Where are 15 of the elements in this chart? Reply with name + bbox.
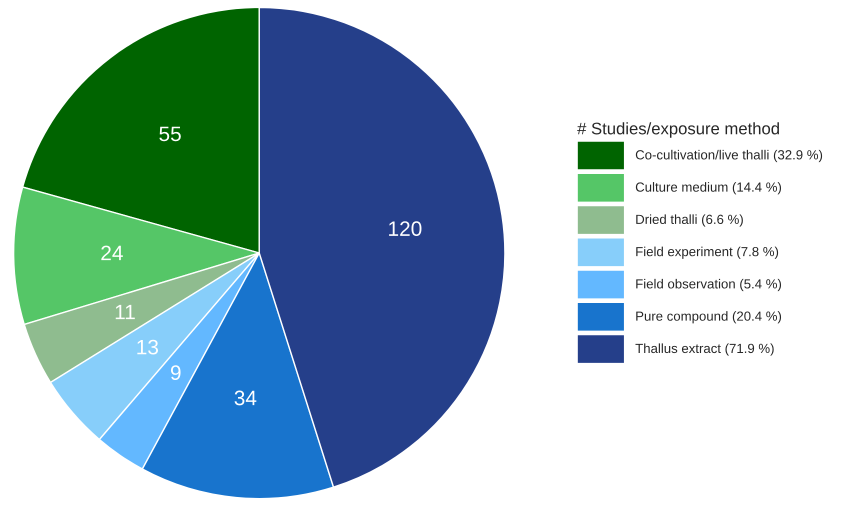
legend-label: Field experiment (7.8 %) <box>636 246 778 259</box>
data-label: 11 <box>116 304 135 320</box>
legend-label: Pure compound (20.4 %) <box>636 311 782 324</box>
legend-label: Culture medium (14.4 %) <box>636 182 782 194</box>
legend-label: Field observation (5.4 %) <box>636 278 782 292</box>
data-label: 55 <box>159 126 181 142</box>
data-label: 13 <box>137 340 158 355</box>
data-label: 9 <box>170 365 181 380</box>
data-label: 120 <box>389 221 422 236</box>
data-label: 24 <box>101 246 123 260</box>
data-label: 34 <box>234 390 256 406</box>
legend-label: Co-cultivation/live thalli (32.9 %) <box>636 150 822 162</box>
legend-label: Dried thalli (6.6 %) <box>636 214 743 227</box>
legend-label: Thallus extract (71.9 %) <box>635 343 774 356</box>
legend-title: # Studies/exposure method <box>577 122 779 138</box>
